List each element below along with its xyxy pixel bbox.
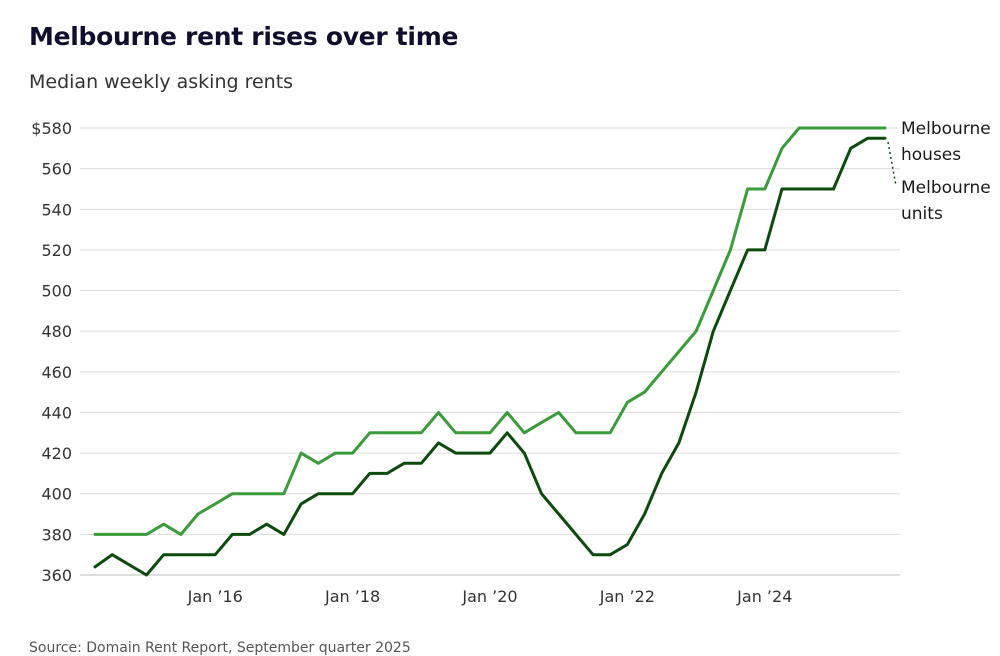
y-tick-label: 540	[41, 200, 72, 219]
x-tick-label: Jan ’24	[736, 587, 792, 606]
units-line	[93, 136, 887, 577]
y-tick-label: 440	[41, 403, 72, 422]
y-tick-label: 360	[41, 566, 72, 585]
units-label: units	[901, 204, 943, 224]
units-label-leader	[887, 142, 897, 187]
series-lines	[93, 126, 887, 577]
chart-title: Melbourne rent rises over time	[29, 22, 459, 51]
y-tick-label: 400	[41, 485, 72, 504]
x-tick-label: Jan ’20	[461, 587, 517, 606]
y-axis-ticks: $580 560 540 520 500 480 460 440 420 400 380 360	[31, 119, 72, 585]
series-labels: Melbourne houses Melbourne units	[887, 119, 991, 224]
units-label: Melbourne	[901, 178, 991, 198]
y-tick-label: 380	[41, 525, 72, 544]
y-tick-label: 480	[41, 322, 72, 341]
y-tick-label: 420	[41, 444, 72, 463]
y-tick-label: 500	[41, 282, 72, 301]
houses-line	[93, 126, 887, 536]
y-tick-label: 520	[41, 241, 72, 260]
source-note: Source: Domain Rent Report, September qu…	[29, 640, 411, 656]
x-axis-ticks: Jan ’16 Jan ’18 Jan ’20 Jan ’22 Jan ’24	[187, 587, 793, 606]
y-tick-label: 560	[41, 160, 72, 179]
chart-subtitle: Median weekly asking rents	[29, 71, 294, 93]
y-tick-label: $580	[31, 119, 72, 138]
y-tick-label: 460	[41, 363, 72, 382]
gridlines	[80, 127, 900, 576]
x-tick-label: Jan ’18	[324, 587, 380, 606]
x-tick-label: Jan ’16	[187, 587, 243, 606]
houses-label: Melbourne	[901, 119, 991, 139]
line-chart: $580 560 540 520 500 480 460 440 420 400 380 360 Ja…	[31, 119, 991, 606]
x-tick-label: Jan ’22	[599, 587, 655, 606]
houses-label: houses	[901, 145, 961, 165]
